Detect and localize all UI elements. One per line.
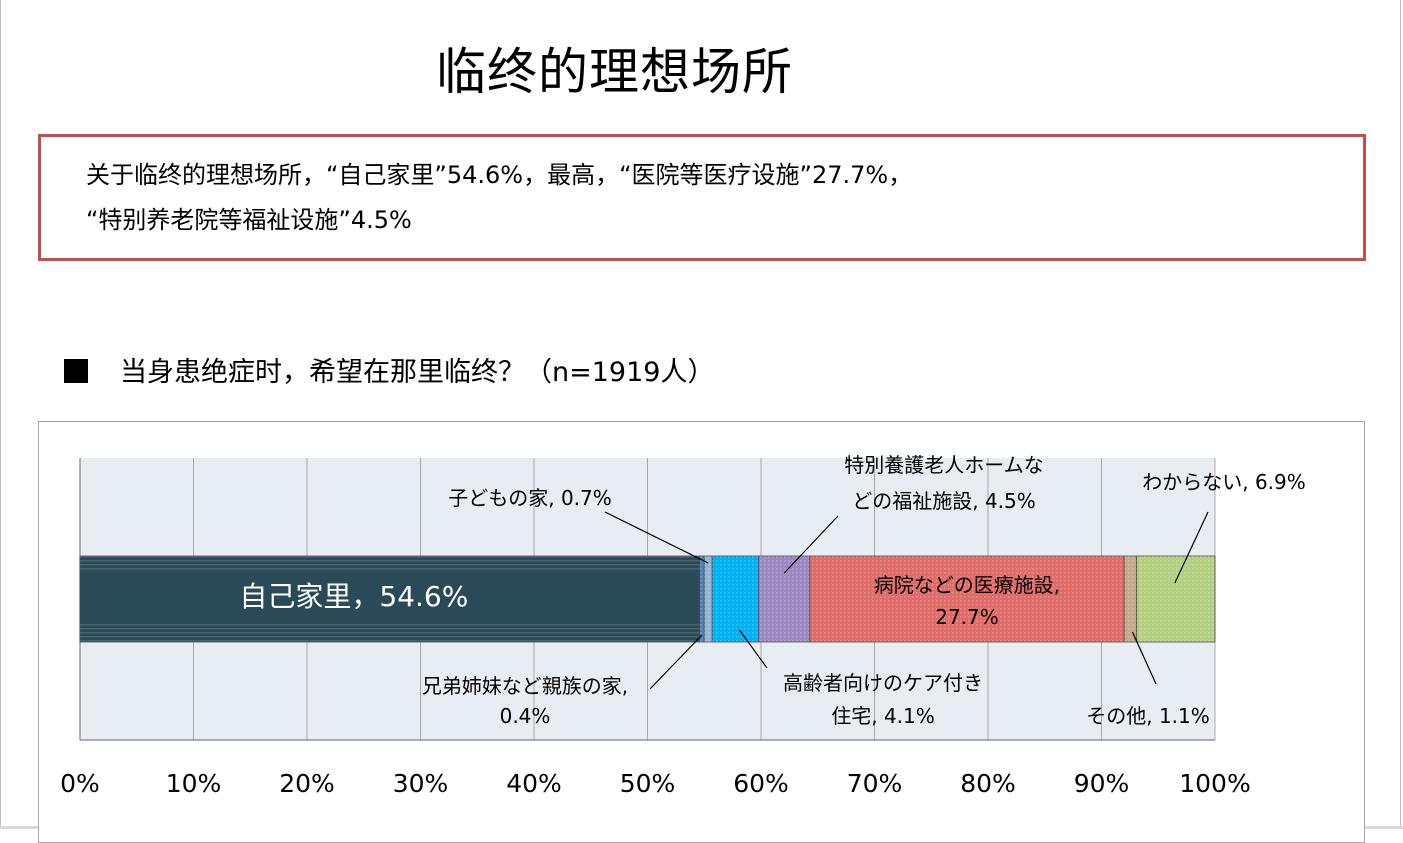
data-label: 住宅, 4.1% <box>831 704 935 728</box>
leader-line <box>783 515 839 574</box>
data-label: 兄弟姉妹など親族の家, <box>422 674 628 698</box>
leader-line <box>738 629 768 669</box>
x-tick-label: 50% <box>620 769 676 798</box>
data-label: 病院などの医療施設, <box>874 573 1060 597</box>
leader-line <box>604 511 709 564</box>
x-tick-label: 90% <box>1074 769 1130 798</box>
summary-line-1: 关于临终的理想场所，“自己家里”54.6%，最高，“医院等医疗设施”27.7%， <box>86 161 913 189</box>
question-heading: 当身患绝症时，希望在那里临终？（n=1919人） <box>64 355 714 391</box>
data-label: 特別養護老人ホームな <box>844 453 1043 477</box>
x-tick-label: 60% <box>733 769 789 798</box>
bar-segment-texture <box>1124 556 1137 642</box>
bar-label-band <box>80 570 700 624</box>
x-tick-label: 10% <box>166 769 222 798</box>
x-tick-label: 30% <box>393 769 449 798</box>
question-text: 当身患绝症时，希望在那里临终？（n=1919人） <box>120 357 715 388</box>
slide-edge-right <box>1400 0 1401 829</box>
summary-box: 关于临终的理想场所，“自己家里”54.6%，最高，“医院等医疗设施”27.7%，… <box>38 134 1366 261</box>
bar-segment-texture <box>758 556 810 642</box>
data-label: 高齢者向けのケア付き <box>783 671 983 695</box>
bullet-square-icon <box>64 359 88 383</box>
data-label: 0.4% <box>500 704 551 728</box>
leader-line <box>1131 631 1157 685</box>
bar-segment-texture <box>699 556 705 642</box>
data-label: 27.7% <box>935 605 999 629</box>
data-label: その他, 1.1% <box>1086 704 1210 728</box>
x-tick-label: 70% <box>847 769 903 798</box>
leader-line <box>649 634 703 690</box>
data-label: どの福祉施設, 4.5% <box>852 489 1036 513</box>
data-label: 子どもの家, 0.7% <box>448 486 612 510</box>
bar-segment-texture <box>809 556 1125 642</box>
slide-edge-left <box>0 0 1 829</box>
data-label: わからない, 6.9% <box>1142 470 1306 494</box>
x-tick-label: 0% <box>60 769 100 798</box>
x-tick-label: 80% <box>960 769 1016 798</box>
page-title: 临终的理想场所 <box>436 43 793 101</box>
summary-line-2: “特别养老院等福祉设施”4.5% <box>86 206 412 234</box>
leader-line <box>1174 511 1209 584</box>
data-label: 自己家里，54.6% <box>239 580 468 613</box>
x-tick-label: 20% <box>279 769 335 798</box>
bar-segment-texture <box>1136 556 1215 642</box>
x-tick-label: 40% <box>506 769 562 798</box>
bar-segment-texture <box>712 556 759 642</box>
x-tick-label: 100% <box>1179 769 1250 798</box>
bar-segment-texture <box>704 556 713 642</box>
